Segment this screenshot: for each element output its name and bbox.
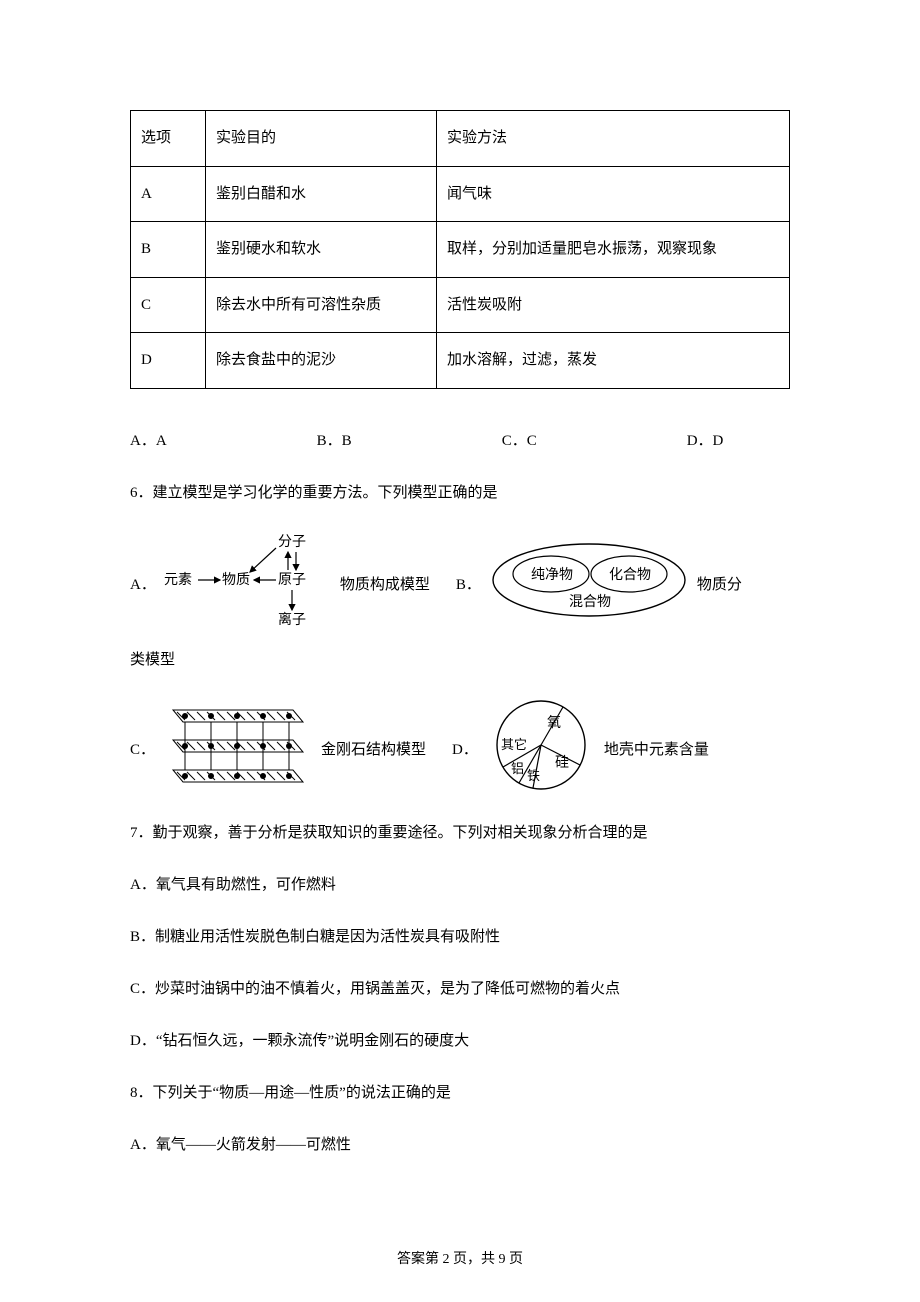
page-footer: 答案第 2 页，共 9 页: [0, 1248, 920, 1268]
pie-label-other: 其它: [501, 737, 527, 752]
pie-label-al: 铝: [511, 761, 524, 776]
q6-row-ab: A． 元素 物质 原子 分子 离子: [130, 530, 790, 641]
q5-option-c: C．C: [502, 429, 537, 450]
cell-method: 取样，分别加适量肥皂水振荡，观察现象: [437, 222, 790, 278]
node-element: 元素: [164, 572, 192, 588]
node-pure: 纯净物: [531, 567, 573, 583]
q6-row-cd: C．: [130, 697, 790, 804]
table-row: D 除去食盐中的泥沙 加水溶解，过滤，蒸发: [131, 333, 790, 389]
q6-a-prefix: A．: [130, 570, 156, 600]
experiment-table: 选项 实验目的 实验方法 A 鉴别白醋和水 闻气味 B 鉴别硬水和软水 取样，分…: [130, 110, 790, 389]
q6-c-prefix: C．: [130, 735, 155, 765]
table-row: C 除去水中所有可溶性杂质 活性炭吸附: [131, 277, 790, 333]
q6-d-label: 地壳中元素含量: [604, 735, 709, 765]
col-header-option: 选项: [131, 111, 206, 167]
table-row: B 鉴别硬水和软水 取样，分别加适量肥皂水振荡，观察现象: [131, 222, 790, 278]
pie-label-si: 硅: [555, 755, 569, 771]
q8-stem: 8．下列关于“物质—用途—性质”的说法正确的是: [130, 1078, 790, 1108]
q6-b-prefix: B．: [456, 570, 481, 600]
cell-purpose: 除去食盐中的泥沙: [206, 333, 437, 389]
cell-purpose: 鉴别硬水和软水: [206, 222, 437, 278]
pie-label-o: 氧: [547, 715, 561, 731]
col-header-method: 实验方法: [437, 111, 790, 167]
col-header-purpose: 实验目的: [206, 111, 437, 167]
cell-purpose: 鉴别白醋和水: [206, 166, 437, 222]
pie-label-fe: 铁: [527, 768, 540, 783]
q5-option-d: D．D: [687, 429, 724, 450]
q6-c-label: 金刚石结构模型: [321, 735, 426, 765]
q7-option-c: C．炒菜时油锅中的油不慎着火，用锅盖盖灭，是为了降低可燃物的着火点: [130, 974, 790, 1004]
node-compound: 化合物: [609, 567, 651, 583]
cell-purpose: 除去水中所有可溶性杂质: [206, 277, 437, 333]
node-ion: 离子: [278, 611, 306, 628]
cell-option: A: [131, 166, 206, 222]
q6-a-label: 物质构成模型: [340, 570, 430, 600]
q6-b-tail: 类模型: [130, 645, 790, 675]
q8-option-a: A．氧气——火箭发射——可燃性: [130, 1130, 790, 1160]
q6-stem: 6．建立模型是学习化学的重要方法。下列模型正确的是: [130, 478, 790, 508]
q7-stem: 7．勤于观察，善于分析是获取知识的重要途径。下列对相关现象分析合理的是: [130, 818, 790, 848]
node-matter: 物质: [222, 572, 250, 588]
cell-method: 活性炭吸附: [437, 277, 790, 333]
exam-page: 选项 实验目的 实验方法 A 鉴别白醋和水 闻气味 B 鉴别硬水和软水 取样，分…: [0, 0, 920, 1302]
table-header-row: 选项 实验目的 实验方法: [131, 111, 790, 167]
q5-option-a: A．A: [130, 429, 167, 450]
q5-options: A．A B．B C．C D．D: [130, 429, 790, 450]
node-atom: 原子: [278, 572, 306, 588]
q6-d-diagram: 氧 硅 铁 铝 其它: [486, 697, 596, 804]
table-row: A 鉴别白醋和水 闻气味: [131, 166, 790, 222]
cell-option: C: [131, 277, 206, 333]
cell-option: D: [131, 333, 206, 389]
q6-c-diagram: [163, 700, 313, 801]
q7-option-a: A．氧气具有助燃性，可作燃料: [130, 870, 790, 900]
cell-option: B: [131, 222, 206, 278]
node-mixture: 混合物: [569, 594, 611, 610]
q7-option-b: B．制糖业用活性炭脱色制白糖是因为活性炭具有吸附性: [130, 922, 790, 952]
node-molecule: 分子: [278, 534, 306, 550]
q6-b-label: 物质分: [697, 570, 742, 600]
cell-method: 闻气味: [437, 166, 790, 222]
cell-method: 加水溶解，过滤，蒸发: [437, 333, 790, 389]
q7-option-d: D．“钻石恒久远，一颗永流传”说明金刚石的硬度大: [130, 1026, 790, 1056]
q6-a-diagram: 元素 物质 原子 分子 离子: [164, 530, 332, 641]
q5-option-b: B．B: [317, 429, 352, 450]
q6-b-diagram: 纯净物 化合物 混合物: [489, 540, 689, 631]
q6-d-prefix: D．: [452, 735, 478, 765]
